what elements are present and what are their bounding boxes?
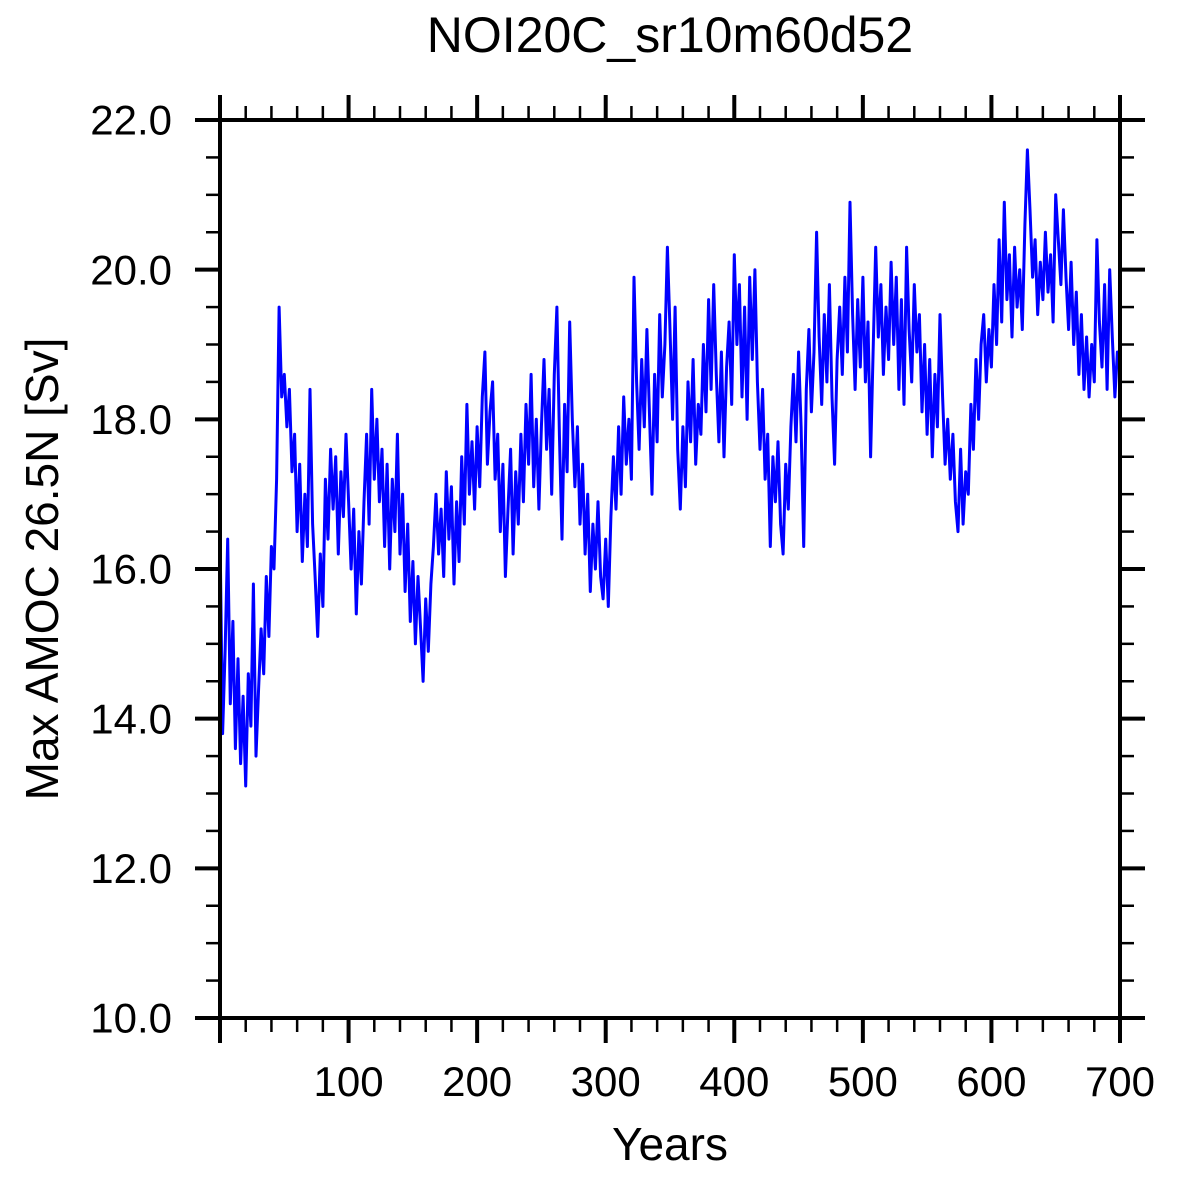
y-tick-label: 12.0 (90, 845, 172, 892)
axis-tick-labels: 100 200 300 400 500 600 700 10.0 12.0 14.0 16.0 18.… (90, 97, 1155, 1105)
data-series (218, 148, 1122, 788)
y-tick-label: 14.0 (90, 695, 172, 742)
y-tick-label: 10.0 (90, 995, 172, 1042)
x-tick-label: 300 (571, 1058, 641, 1105)
x-tick-label: 500 (828, 1058, 898, 1105)
y-tick-label: 16.0 (90, 546, 172, 593)
chart-title: NOI20C_sr10m60d52 (427, 7, 913, 63)
x-tick-label: 700 (1085, 1058, 1155, 1105)
y-tick-label: 18.0 (90, 396, 172, 443)
x-tick-label: 200 (442, 1058, 512, 1105)
y-tick-label: 20.0 (90, 246, 172, 293)
amoc-series-line (218, 148, 1122, 788)
x-tick-label: 600 (956, 1058, 1026, 1105)
y-axis-label: Max AMOC 26.5N [Sv] (16, 338, 68, 801)
x-tick-label: 400 (699, 1058, 769, 1105)
x-axis-label: Years (612, 1118, 728, 1170)
axis-ticks (195, 95, 1145, 1043)
y-tick-label: 22.0 (90, 97, 172, 144)
plot-border (218, 118, 1122, 1020)
x-tick-label: 100 (314, 1058, 384, 1105)
